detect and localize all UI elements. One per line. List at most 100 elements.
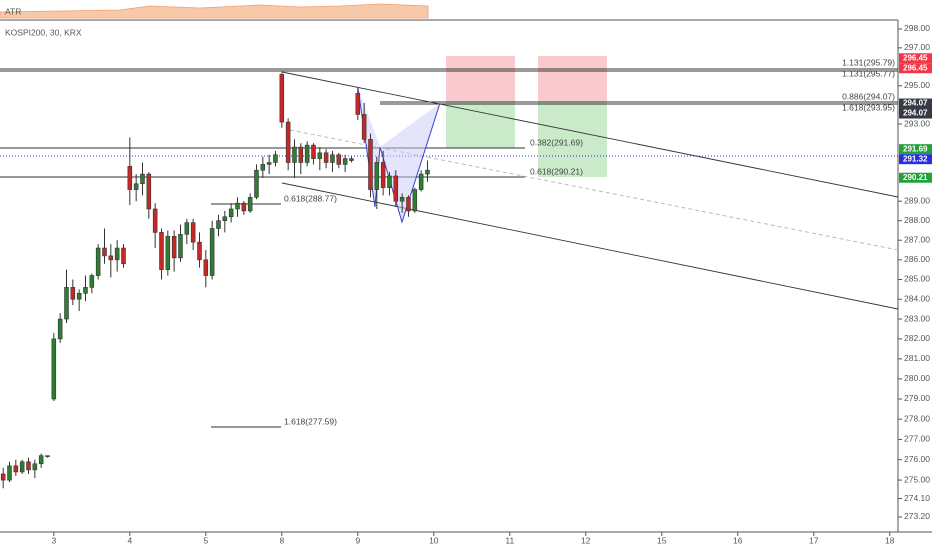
price-tag-label: 296.45 xyxy=(903,53,928,62)
price-tag-label: 290.21 xyxy=(903,173,928,182)
x-tick-label: 15 xyxy=(657,535,667,545)
fib-label: 1.618(277.59) xyxy=(284,416,337,426)
candle-body xyxy=(64,287,69,320)
candle-body xyxy=(311,144,316,159)
candle-body xyxy=(165,235,171,270)
candle-body xyxy=(83,287,88,294)
candle-body xyxy=(89,275,95,288)
symbol-title: KOSPI200, 30, KRX xyxy=(5,27,82,37)
candle-body xyxy=(51,338,57,400)
fib-label: 0.618(288.77) xyxy=(284,193,337,203)
candle-body xyxy=(336,154,342,165)
y-tick-label: 295.00 xyxy=(904,80,930,90)
candle-body xyxy=(203,259,209,276)
y-tick-label: 289.00 xyxy=(904,195,930,205)
candle-body xyxy=(95,247,101,276)
candle-body xyxy=(342,158,348,165)
candle-body xyxy=(171,235,177,259)
candle-body xyxy=(222,216,228,221)
x-tick-label: 16 xyxy=(733,535,743,545)
candle-body xyxy=(133,183,139,190)
candle-body xyxy=(152,208,158,233)
price-tag xyxy=(899,144,932,155)
channel-line xyxy=(281,71,899,198)
y-tick-label: 293.00 xyxy=(904,118,930,128)
price-tag-label: 296.45 xyxy=(903,63,928,72)
x-tick-label: 12 xyxy=(581,535,591,545)
candle-body xyxy=(266,162,272,165)
channel-line xyxy=(281,182,899,310)
candle-body xyxy=(26,461,31,471)
candle-body xyxy=(323,152,329,163)
fib-label: 0.886(294.07) xyxy=(842,91,895,101)
price-tag-label: 294.07 xyxy=(903,109,928,118)
y-tick-label: 298.00 xyxy=(904,23,930,33)
candle-body xyxy=(241,202,247,212)
candle-body xyxy=(387,175,392,188)
price-tag xyxy=(899,98,932,109)
fib-label: 1.618(293.95) xyxy=(842,102,895,112)
y-tick-label: 282.00 xyxy=(904,333,930,343)
candle-body xyxy=(146,173,152,210)
candle-body xyxy=(399,197,405,202)
candle-body xyxy=(108,255,114,261)
y-tick-label: 281.00 xyxy=(904,353,930,363)
target-zone xyxy=(538,102,607,177)
candle-body xyxy=(127,166,133,190)
candle-body xyxy=(184,222,190,235)
x-tick-label: 8 xyxy=(279,535,284,545)
candle-body xyxy=(197,241,202,261)
candle-body xyxy=(121,247,126,265)
candle-body xyxy=(235,202,240,210)
fib-label: 0.618(290.21) xyxy=(530,166,583,176)
candle-body xyxy=(260,164,266,171)
candle-body xyxy=(393,175,399,202)
candle-body xyxy=(292,146,297,163)
candle-body xyxy=(209,228,215,276)
channel-mid xyxy=(289,129,899,251)
y-tick-label: 287.00 xyxy=(904,234,930,244)
candle-body xyxy=(273,154,278,163)
price-tag xyxy=(899,63,932,74)
candle-body xyxy=(412,189,418,212)
candle-body xyxy=(228,208,234,218)
candle-body xyxy=(38,455,44,465)
y-tick-label: 286.00 xyxy=(904,254,930,264)
y-tick-label: 274.10 xyxy=(904,493,930,503)
candle-body xyxy=(70,287,76,300)
stop-zone xyxy=(446,56,515,102)
candle-body xyxy=(140,173,145,185)
fib-label: 1.131(295.77) xyxy=(842,68,895,78)
candle-body xyxy=(285,121,291,163)
price-tag-label: 291.69 xyxy=(903,144,928,153)
candle-body xyxy=(45,455,50,457)
candle-body xyxy=(425,169,430,175)
stop-zone xyxy=(538,56,607,102)
candle-body xyxy=(279,74,285,123)
y-tick-label: 280.00 xyxy=(904,373,930,383)
y-tick-label: 284.00 xyxy=(904,293,930,303)
candle-body xyxy=(76,292,82,300)
y-tick-label: 278.00 xyxy=(904,413,930,423)
y-tick-label: 285.00 xyxy=(904,274,930,284)
y-tick-label: 279.00 xyxy=(904,393,930,403)
candle-body xyxy=(216,220,221,229)
candle-body xyxy=(247,197,253,212)
candle-body xyxy=(178,234,183,259)
candle-body xyxy=(361,114,367,140)
y-tick-label: 288.00 xyxy=(904,215,930,225)
candle-body xyxy=(254,169,259,198)
candle-body xyxy=(374,162,380,190)
candle-body xyxy=(368,139,373,190)
candle-body xyxy=(19,461,25,473)
candle-body xyxy=(114,247,120,261)
candle-body xyxy=(355,93,361,115)
candle-body xyxy=(159,232,164,270)
fib-label: 0.382(291.69) xyxy=(530,137,583,147)
candle-body xyxy=(32,463,38,471)
candle-body xyxy=(57,318,63,340)
candle-body xyxy=(7,465,12,481)
y-tick-label: 277.00 xyxy=(904,434,930,444)
